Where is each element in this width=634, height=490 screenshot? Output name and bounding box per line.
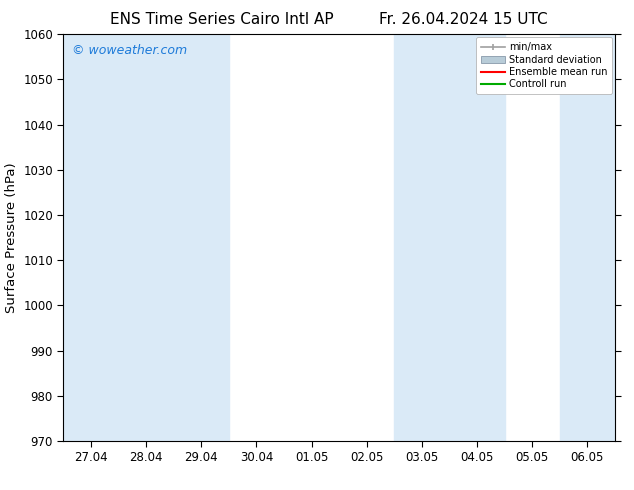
- Bar: [63, 34, 119, 441]
- Bar: [119, 34, 174, 441]
- Text: Fr. 26.04.2024 15 UTC: Fr. 26.04.2024 15 UTC: [378, 12, 547, 27]
- Bar: [174, 34, 229, 441]
- Text: ENS Time Series Cairo Intl AP: ENS Time Series Cairo Intl AP: [110, 12, 333, 27]
- Bar: [560, 34, 615, 441]
- Y-axis label: Surface Pressure (hPa): Surface Pressure (hPa): [4, 162, 18, 313]
- Bar: [450, 34, 505, 441]
- Bar: [394, 34, 450, 441]
- Text: © woweather.com: © woweather.com: [72, 45, 187, 57]
- Legend: min/max, Standard deviation, Ensemble mean run, Controll run: min/max, Standard deviation, Ensemble me…: [476, 37, 612, 94]
